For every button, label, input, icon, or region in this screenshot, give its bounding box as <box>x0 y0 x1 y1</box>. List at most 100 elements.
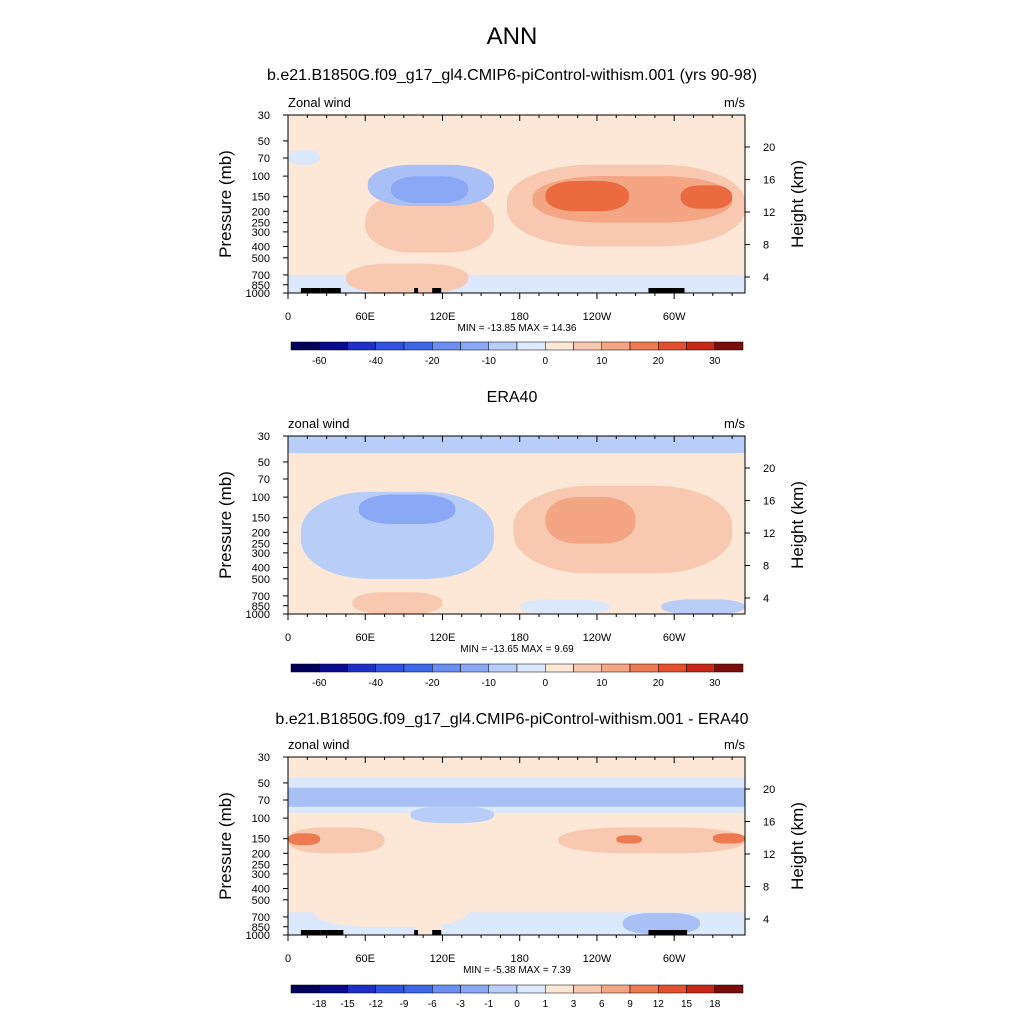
y-tick-label: 400 <box>252 562 270 574</box>
figure-title: ANN <box>487 23 538 50</box>
y-tick-label: 50 <box>258 457 270 469</box>
colorbar-label: -40 <box>369 678 384 689</box>
colorbar-label: -10 <box>482 356 497 367</box>
y-tick-label: 30 <box>258 752 270 764</box>
colorbar-label: 30 <box>709 356 721 367</box>
y-right-tick-label: 12 <box>763 528 775 540</box>
contour-region <box>345 263 469 293</box>
colorbar-label: -20 <box>425 678 440 689</box>
min-max-stats: MIN = -13.65 MAX = 9.69 <box>460 644 574 655</box>
x-tick-label: 60E <box>355 953 375 965</box>
x-tick-label: 120W <box>583 953 612 965</box>
contour-region <box>352 592 443 614</box>
contour-region <box>545 497 636 544</box>
x-tick-label: 0 <box>285 632 291 644</box>
y-tick-label: 700 <box>252 912 270 924</box>
y-tick-label: 100 <box>252 813 270 825</box>
colorbar-swatch <box>460 663 489 673</box>
variable-label: Zonal wind <box>288 95 351 110</box>
colorbar-swatch <box>573 984 602 994</box>
y-right-tick-label: 4 <box>763 272 769 284</box>
y-axis-title: Pressure (mb) <box>216 471 235 579</box>
colorbar-label: -20 <box>425 356 440 367</box>
variable-label: zonal wind <box>288 416 349 431</box>
panel-1: b.e21.B1850G.f09_g17_gl4.CMIP6-piControl… <box>216 67 807 367</box>
colorbar-swatch <box>488 341 518 351</box>
plot-frame <box>287 756 746 936</box>
y-tick-label: 250 <box>252 860 270 872</box>
y-tick-label: 850 <box>252 922 270 934</box>
colorbar-label: 15 <box>681 999 693 1010</box>
y-tick-label: 100 <box>252 171 270 183</box>
colorbar-swatch <box>403 663 433 673</box>
y-right-tick-label: 20 <box>763 142 775 154</box>
colorbar-label: 18 <box>709 999 721 1010</box>
contour-region <box>358 494 456 525</box>
y-tick-label: 100 <box>252 492 270 504</box>
panel-2: ERA40 zonal wind m/s 0 60E 120E 180 120W 60W 30 50… <box>216 389 807 689</box>
colorbar-label: -6 <box>428 999 437 1010</box>
colorbar-swatch <box>319 663 348 673</box>
contour-band <box>288 757 745 767</box>
y-tick-label: 500 <box>252 253 270 265</box>
contour-region <box>288 150 321 165</box>
topography-block <box>330 930 344 935</box>
colorbar-swatch <box>516 663 546 673</box>
panel-3: b.e21.B1850G.f09_g17_gl4.CMIP6-piControl… <box>216 711 807 1010</box>
panels: b.e21.B1850G.f09_g17_gl4.CMIP6-piControl… <box>216 67 807 1010</box>
colorbar-label: -60 <box>312 678 327 689</box>
colorbar-label: 0 <box>514 999 520 1010</box>
colorbar-swatch <box>516 341 546 351</box>
colorbar-label: 10 <box>596 678 608 689</box>
y-tick-label: 300 <box>252 869 270 881</box>
y-tick-label: 200 <box>252 206 270 218</box>
colorbar-swatch <box>375 984 405 994</box>
topography-block <box>414 288 419 293</box>
x-tick-label: 60W <box>663 953 686 965</box>
y-right-tick-label: 8 <box>763 561 769 573</box>
colorbar-swatch <box>319 341 348 351</box>
colorbar-swatch <box>629 341 659 351</box>
colorbar-label: -1 <box>484 999 493 1010</box>
y-axis-right-title: Height (km) <box>788 160 807 248</box>
y-tick-label: 1000 <box>246 288 270 300</box>
contour-region <box>616 835 643 844</box>
y-axis-title: Pressure (mb) <box>216 150 235 258</box>
x-tick-label: 0 <box>285 311 291 323</box>
colorbar-label: -60 <box>312 356 327 367</box>
topography-block <box>330 288 341 293</box>
contour-regions <box>288 150 745 293</box>
colorbar-swatch <box>658 663 687 673</box>
colorbar-swatch <box>658 341 687 351</box>
colorbar-swatch <box>516 984 546 994</box>
colorbar-swatch <box>460 984 489 994</box>
colorbar-label: 0 <box>542 356 548 367</box>
y-tick-label: 70 <box>258 795 270 807</box>
contour-region <box>410 806 494 823</box>
colorbar-swatch <box>601 341 631 351</box>
y-tick-label: 150 <box>252 834 270 846</box>
colorbar-swatch <box>573 663 602 673</box>
x-tick-label: 120W <box>583 311 612 323</box>
topography-block <box>432 288 442 293</box>
colorbar-swatch <box>629 663 659 673</box>
colorbar-label: -9 <box>400 999 409 1010</box>
colorbar-label: 10 <box>596 356 608 367</box>
y-tick-label: 150 <box>252 192 270 204</box>
colorbar-swatch <box>319 984 348 994</box>
y-right-tick-label: 12 <box>763 849 775 861</box>
contour-regions <box>288 436 745 614</box>
colorbar-swatch <box>347 341 376 351</box>
colorbar-label: -12 <box>369 999 384 1010</box>
y-tick-label: 70 <box>258 474 270 486</box>
y-right-tick-label: 8 <box>763 882 769 894</box>
colorbar-swatch <box>601 663 631 673</box>
colorbar-label: 3 <box>571 999 577 1010</box>
y-tick-label: 300 <box>252 227 270 239</box>
colorbar-swatch <box>347 663 376 673</box>
y-tick-label: 850 <box>252 280 270 292</box>
y-tick-label: 150 <box>252 513 270 525</box>
topography-block <box>320 930 331 935</box>
contour-region <box>680 185 733 209</box>
